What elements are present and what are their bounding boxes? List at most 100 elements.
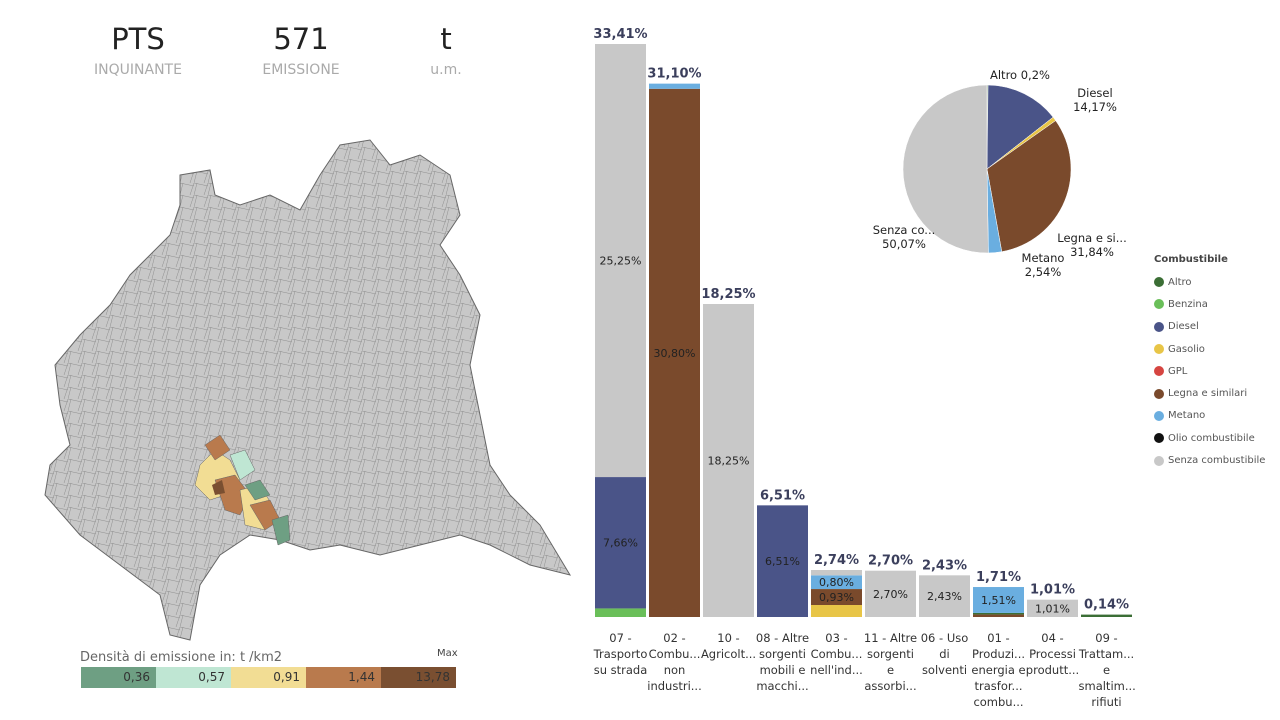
legend-dot-icon (1154, 455, 1164, 466)
legend-item[interactable]: GPL (1154, 360, 1265, 382)
bar-segment[interactable] (973, 614, 1024, 617)
legend-item[interactable]: Altro (1154, 271, 1265, 293)
legend-label: Altro (1168, 276, 1192, 288)
kpi-value: 571 (273, 22, 329, 56)
segment-label: 0,80% (819, 576, 854, 589)
bar-segment[interactable] (919, 575, 970, 617)
x-tick-label: 01 - Produzi... energia e trasfor... com… (971, 631, 1026, 709)
bar-segment[interactable] (1027, 599, 1078, 617)
bar-segment[interactable] (649, 83, 700, 89)
bar-segment[interactable] (811, 589, 862, 605)
pie-label: 31,84% (1070, 245, 1114, 259)
bar-total-label: 2,70% (868, 554, 913, 569)
bar-total-label: 1,71% (976, 570, 1021, 585)
legend-item[interactable]: Legna e similari (1154, 382, 1265, 404)
bar-segment[interactable] (595, 44, 646, 478)
segment-label: 1,51% (981, 594, 1016, 607)
x-tick-label: 08 - Altre sorgenti mobili e macchi... (755, 631, 810, 693)
legend-dot-icon (1154, 344, 1164, 355)
legend-item[interactable]: Olio combustibile (1154, 427, 1265, 449)
segment-label: 7,66% (603, 537, 638, 550)
density-bin: 0,91 (231, 667, 306, 688)
lombardy-municipalities-map[interactable] (40, 135, 580, 645)
kpi-label: INQUINANTE (94, 62, 182, 78)
legend-label: Diesel (1168, 321, 1199, 333)
bar-segment[interactable] (595, 477, 646, 609)
segment-label: 25,25% (600, 255, 642, 268)
pie-label: Metano (1022, 251, 1065, 265)
segment-label: 0,93% (819, 591, 854, 604)
bar-segment[interactable] (811, 604, 862, 617)
bar-segment[interactable] (973, 612, 1024, 615)
pie-label: Legna e si... (1057, 231, 1126, 245)
bar-total-label: 1,01% (1030, 583, 1075, 598)
segment-label: 2,70% (873, 588, 908, 601)
density-bin: 1,44 (306, 667, 381, 688)
density-legend-max: Max (437, 648, 458, 659)
x-tick-label: 02 - Combu... non industri... (647, 631, 702, 693)
fuel-legend: Combustibile Altro Benzina Diesel Gasolio GP… (1154, 254, 1265, 472)
legend-dot-icon (1154, 433, 1164, 444)
bar-total-label: 6,51% (760, 488, 805, 503)
bar-segment[interactable] (703, 304, 754, 617)
legend-label: Senza combustibile (1168, 455, 1266, 467)
legend-item[interactable]: Gasolio (1154, 338, 1265, 360)
pie-slice[interactable] (986, 120, 1072, 252)
legend-title: Combustibile (1154, 254, 1228, 265)
pie-label: 2,54% (1025, 265, 1062, 279)
segment-label: 6,51% (765, 555, 800, 568)
density-bin: 0,36 (81, 667, 156, 688)
kpi-emission: 571 EMISSIONE (231, 22, 371, 78)
legend-dot-icon (1154, 388, 1164, 399)
highlighted-municipalities (194, 434, 291, 546)
legend-dot-icon (1154, 321, 1164, 332)
legend-label: Legna e similari (1168, 388, 1248, 400)
bar-segment[interactable] (811, 575, 862, 590)
legend-item[interactable]: Diesel (1154, 316, 1265, 338)
pie-label: Senza co... (873, 223, 936, 237)
x-tick-label: 03 - Combu... nell'ind... (810, 631, 863, 677)
bar-segment[interactable] (811, 570, 862, 576)
legend-item[interactable]: Metano (1154, 405, 1265, 427)
kpi-pollutant: PTS INQUINANTE (68, 22, 208, 78)
density-bin: 13,78 (381, 667, 456, 688)
legend-label: Benzina (1168, 298, 1208, 310)
legend-label: Gasolio (1168, 343, 1205, 355)
legend-label: Olio combustibile (1168, 432, 1255, 444)
bar-total-label: 2,74% (814, 553, 859, 568)
x-tick-label: 04 - Processi produtt... (1025, 631, 1080, 677)
segment-label: 30,80% (654, 347, 696, 360)
bar-segment[interactable] (1081, 614, 1132, 617)
legend-dot-icon (1154, 299, 1164, 310)
segment-label: 18,25% (708, 455, 750, 468)
pie-slice[interactable] (902, 84, 989, 254)
legend-dot-icon (1154, 366, 1164, 377)
sector-stacked-bar-chart: 7,66% 25,25% 33,41% 30,80% 31,10% 18,25% 18,25… (593, 27, 1132, 617)
bar-segment[interactable] (757, 505, 808, 617)
bar-segment[interactable] (865, 570, 916, 617)
legend-dot-icon (1154, 410, 1164, 421)
density-legend-title: Densità di emissione in: t /km2 (80, 650, 283, 665)
pie-label: 50,07% (882, 237, 926, 251)
x-tick-label: 07 - Trasporto su strada (593, 631, 648, 677)
x-tick-label: 10 - Agricolt... (700, 631, 757, 661)
x-tick-label: 11 - Altre sorgenti e assorbi... (863, 631, 918, 693)
pie-label: Altro 0,2% (990, 68, 1050, 82)
density-legend: 0,36 0,57 0,91 1,44 13,78 (81, 667, 456, 688)
bar-total-label: 33,41% (593, 27, 647, 42)
bar-segment[interactable] (595, 608, 646, 617)
legend-label: Metano (1168, 410, 1206, 422)
pie-slice[interactable] (986, 84, 1054, 170)
pie-label: 14,17% (1073, 100, 1117, 114)
bar-segment[interactable] (973, 587, 1024, 613)
kpi-unit: t u.m. (376, 22, 516, 78)
bar-segment[interactable] (649, 88, 700, 617)
segment-label: 2,43% (927, 590, 962, 603)
legend-label: GPL (1168, 365, 1188, 377)
legend-item[interactable]: Benzina (1154, 293, 1265, 315)
density-bin: 0,57 (156, 667, 231, 688)
segment-label: 1,01% (1035, 602, 1070, 615)
legend-item[interactable]: Senza combustibile (1154, 449, 1265, 471)
bar-total-label: 2,43% (922, 558, 967, 573)
